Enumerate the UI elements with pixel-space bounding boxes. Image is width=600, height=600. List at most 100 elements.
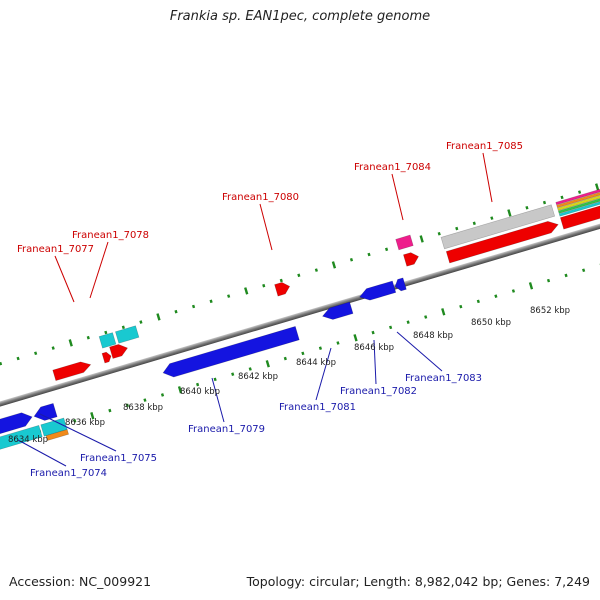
minor-tick <box>231 372 235 376</box>
minor-tick <box>459 304 463 309</box>
minor-tick <box>104 330 108 335</box>
scale-label: 8636 kbp <box>65 418 105 428</box>
forward-gene-arrow <box>101 351 112 364</box>
forward-gene-arrow <box>445 221 559 264</box>
minor-tick <box>301 351 305 356</box>
forward-feature-stripe <box>557 193 600 214</box>
major-tick <box>419 235 424 243</box>
major-tick <box>90 412 95 420</box>
major-tick <box>441 308 446 316</box>
forward-callout-line <box>259 203 273 251</box>
minor-tick <box>73 419 77 423</box>
minor-tick <box>297 273 301 278</box>
major-tick <box>156 313 161 321</box>
minor-tick <box>318 346 323 350</box>
forward-callout-line <box>54 255 75 303</box>
minor-tick <box>160 393 165 397</box>
reverse-gene-arrow <box>394 277 407 292</box>
forward-gene-label[interactable]: Franean1_7078 <box>72 230 149 241</box>
forward-gene-arrow <box>403 252 419 267</box>
map-title: Frankia sp. EAN1pec, complete genome <box>169 9 431 24</box>
major-tick <box>265 360 270 368</box>
reverse-feature-box <box>45 429 69 441</box>
forward-gene-label[interactable]: Franean1_7085 <box>446 141 523 152</box>
forward-feature-stripe <box>556 187 600 208</box>
reverse-callout-line <box>211 377 225 423</box>
forward-feature-stripe <box>557 190 600 211</box>
minor-tick <box>564 273 568 278</box>
forward-feature-box <box>98 332 117 349</box>
reverse-gene-label[interactable]: Franean1_7074 <box>30 468 107 479</box>
reverse-gene-label[interactable]: Franean1_7075 <box>80 453 157 464</box>
minor-tick <box>279 278 283 283</box>
minor-tick <box>582 268 586 272</box>
minor-tick <box>437 231 441 236</box>
genome-backbone <box>0 192 600 436</box>
scale-label: 8652 kbp <box>530 306 570 316</box>
minor-tick <box>525 205 529 210</box>
minor-tick <box>86 335 90 340</box>
rotated-track-group <box>0 183 600 450</box>
minor-tick <box>108 408 112 413</box>
scale-label: 8640 kbp <box>180 387 220 397</box>
minor-tick <box>546 278 551 283</box>
feature-track <box>0 184 600 450</box>
minor-tick <box>476 299 480 304</box>
minor-tick <box>349 257 354 262</box>
minor-tick <box>196 382 200 387</box>
forward-gene-arrow <box>109 344 128 359</box>
forward-gene-label[interactable]: Franean1_7080 <box>222 192 299 203</box>
minor-tick <box>490 216 494 220</box>
minor-tick <box>472 221 476 226</box>
minor-tick <box>406 320 410 324</box>
forward-gene-arrow <box>274 282 291 297</box>
reverse-gene-arrow <box>322 301 354 320</box>
minor-tick <box>191 304 196 309</box>
minor-tick <box>262 283 266 288</box>
minor-tick <box>227 294 231 298</box>
forward-gene-label[interactable]: Franean1_7077 <box>17 244 94 255</box>
reverse-callout-line <box>396 331 443 372</box>
minor-tick <box>143 398 147 402</box>
forward-feature-box <box>440 204 556 250</box>
reverse-gene-label[interactable]: Franean1_7083 <box>405 373 482 384</box>
forward-feature-stripe <box>558 196 600 217</box>
reverse-gene-arrow <box>33 402 58 421</box>
forward-callout-line <box>391 173 404 221</box>
minor-tick <box>542 200 547 205</box>
minor-tick <box>578 190 582 194</box>
forward-gene-label[interactable]: Franean1_7084 <box>354 162 431 173</box>
minor-tick <box>0 361 3 366</box>
reverse-callout-line <box>39 413 117 452</box>
scale-label: 8648 kbp <box>413 331 453 341</box>
forward-gene-arrow <box>52 361 92 382</box>
scale-label: 8644 kbp <box>296 358 336 368</box>
reverse-callout-line <box>315 347 332 401</box>
accession-text: Accession: NC_009921 <box>9 574 152 589</box>
genome-summary-text: Topology: circular; Length: 8,982,042 bp… <box>246 574 590 589</box>
reverse-gene-arrow <box>0 412 33 436</box>
minor-tick <box>336 341 340 345</box>
reverse-gene-label[interactable]: Franean1_7081 <box>279 402 356 413</box>
minor-tick <box>16 356 20 361</box>
minor-tick <box>384 247 389 252</box>
forward-gene-arrow <box>559 202 600 230</box>
reverse-callout-line <box>373 339 377 385</box>
scale-label: 8650 kbp <box>471 318 511 328</box>
reverse-callout-line <box>17 439 67 467</box>
forward-feature-box <box>395 234 414 251</box>
minor-tick <box>248 367 252 371</box>
major-tick <box>353 334 358 342</box>
reverse-gene-arrow <box>359 280 397 301</box>
minor-tick <box>367 252 371 257</box>
minor-tick <box>121 325 125 330</box>
forward-callout-line <box>482 152 493 203</box>
reverse-feature-box <box>0 424 43 450</box>
scale-label: 8638 kbp <box>123 403 163 413</box>
minor-tick <box>139 320 143 324</box>
scale-labels: 8634 kbp 8636 kbp 8638 kbp 8640 kbp 8642 kbp… <box>8 306 570 445</box>
reverse-gene-label[interactable]: Franean1_7082 <box>340 386 417 397</box>
reverse-gene-label[interactable]: Franean1_7079 <box>188 424 265 435</box>
minor-tick <box>209 299 213 304</box>
